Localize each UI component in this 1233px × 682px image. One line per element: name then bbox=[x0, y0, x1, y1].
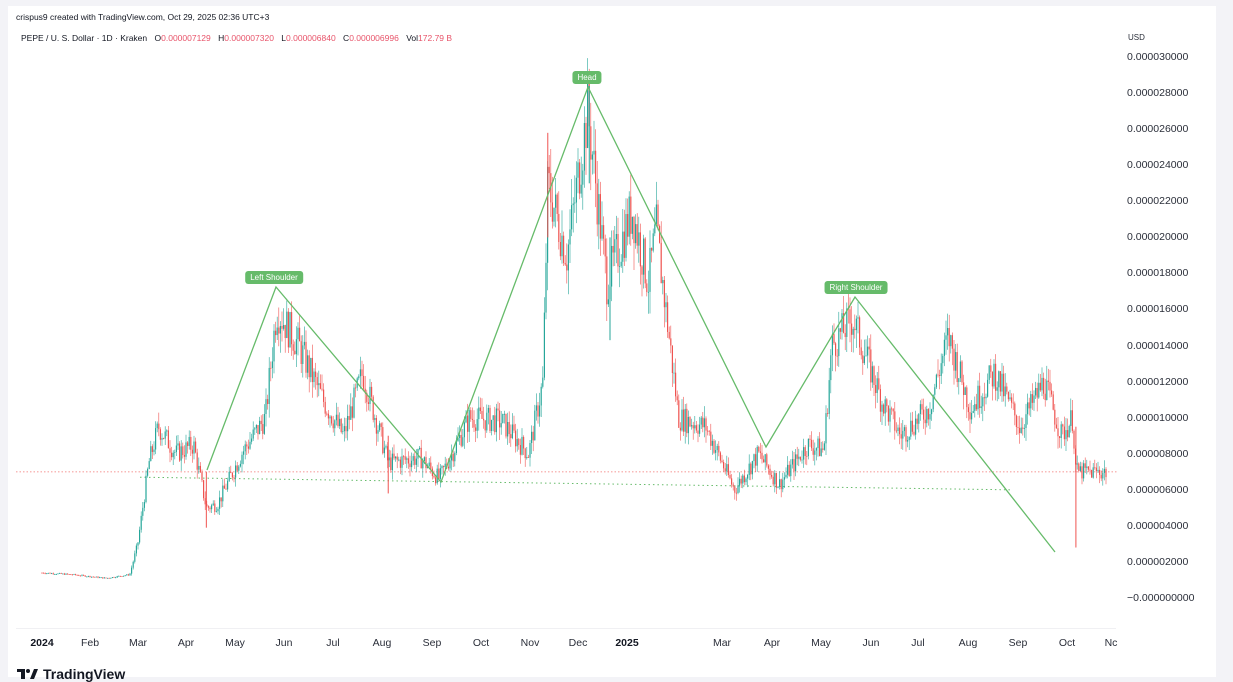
high-label: H bbox=[218, 33, 225, 43]
time-tick: Feb bbox=[80, 637, 100, 649]
price-tick: 0.000018000 bbox=[1127, 267, 1189, 280]
price-tick: 0.000006000 bbox=[1127, 483, 1189, 496]
time-tick: Jun bbox=[862, 637, 880, 649]
price-tick: 0.000010000 bbox=[1127, 411, 1189, 424]
price-tick: 0.000004000 bbox=[1127, 519, 1189, 532]
time-tick: 2024 bbox=[30, 637, 54, 649]
time-axis-divider bbox=[16, 628, 1116, 629]
price-tick: 0.000014000 bbox=[1127, 339, 1189, 352]
close-value: 0.000006996 bbox=[349, 33, 399, 43]
symbol-title: PEPE / U. S. Dollar · 1D · Kraken bbox=[21, 33, 148, 43]
tradingview-logo: TradingView bbox=[17, 666, 125, 682]
time-tick: May bbox=[811, 637, 831, 649]
tradingview-logo-icon bbox=[17, 669, 38, 679]
left-shoulder-label[interactable]: Left Shoulder bbox=[245, 271, 303, 284]
time-tick: Jul bbox=[911, 637, 925, 649]
candlestick-series bbox=[41, 58, 1107, 579]
volume-value: 172.79 B bbox=[418, 33, 453, 43]
price-tick: 0.000002000 bbox=[1127, 555, 1189, 568]
time-tick: Jun bbox=[275, 637, 293, 649]
time-tick: Aug bbox=[958, 637, 978, 649]
time-tick: Aug bbox=[372, 637, 392, 649]
price-tick: −0.000000000 bbox=[1127, 592, 1195, 605]
price-tick: 0.000022000 bbox=[1127, 195, 1189, 208]
chart-frame bbox=[8, 6, 1216, 677]
time-tick: Sep bbox=[1008, 637, 1028, 649]
time-tick: Dec bbox=[568, 637, 588, 649]
creator-caption: crispus9 created with TradingView.com, O… bbox=[16, 12, 270, 22]
price-tick: 0.000030000 bbox=[1127, 51, 1189, 63]
volume-label: Vol bbox=[406, 33, 419, 43]
right-shoulder-label[interactable]: Right Shoulder bbox=[824, 281, 888, 294]
time-tick: Oct bbox=[472, 637, 490, 649]
price-tick: 0.000020000 bbox=[1127, 231, 1189, 244]
time-tick: Jul bbox=[326, 637, 340, 649]
low-label: L bbox=[281, 33, 287, 43]
neckline bbox=[139, 476, 1011, 491]
price-tick: 0.000008000 bbox=[1127, 447, 1189, 460]
tradingview-logo-text: TradingView bbox=[43, 666, 126, 682]
open-label: O bbox=[154, 33, 162, 43]
time-tick: May bbox=[225, 637, 245, 649]
currency-label: USD bbox=[1128, 33, 1145, 42]
low-value: 0.000006840 bbox=[286, 33, 336, 43]
time-tick: Mar bbox=[128, 637, 148, 649]
time-tick: Mar bbox=[712, 637, 732, 649]
time-tick: Nc bbox=[1104, 637, 1118, 649]
time-tick: Oct bbox=[1058, 637, 1076, 649]
time-tick: Apr bbox=[177, 637, 195, 649]
open-value: 0.000007129 bbox=[161, 33, 211, 43]
high-value: 0.000007320 bbox=[224, 33, 274, 43]
time-tick: 2025 bbox=[615, 637, 639, 649]
close-label: C bbox=[343, 33, 350, 43]
price-tick: 0.000012000 bbox=[1127, 375, 1189, 388]
symbol-legend[interactable]: PEPE / U. S. Dollar · 1D · Kraken O0.000… bbox=[21, 33, 452, 43]
time-tick: Nov bbox=[520, 637, 540, 649]
price-tick: 0.000028000 bbox=[1127, 87, 1189, 100]
time-tick: Apr bbox=[763, 637, 781, 649]
price-tick: 0.000026000 bbox=[1127, 123, 1189, 136]
head-and-shoulders-pattern[interactable] bbox=[140, 85, 1056, 553]
price-tick: 0.000024000 bbox=[1127, 159, 1189, 172]
time-tick: Sep bbox=[422, 637, 442, 649]
head-label[interactable]: Head bbox=[572, 71, 602, 84]
price-tick: 0.000016000 bbox=[1127, 303, 1189, 316]
